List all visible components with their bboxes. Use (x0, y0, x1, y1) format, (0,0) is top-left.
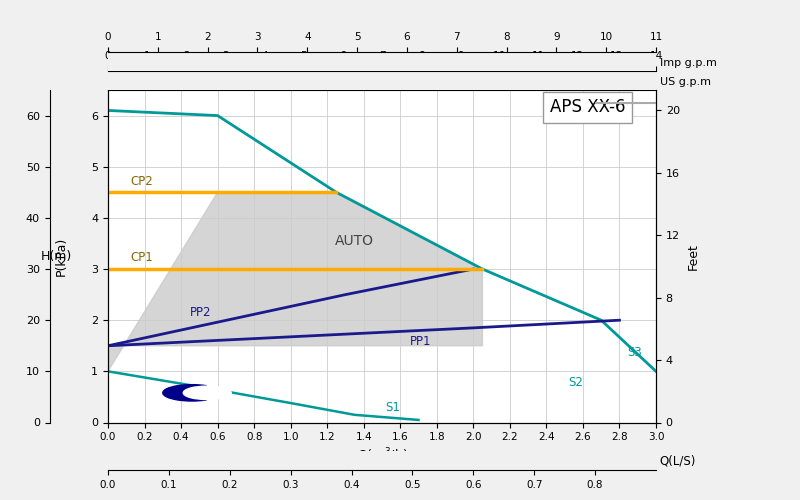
Text: AUTO: AUTO (335, 234, 374, 248)
Text: P(kPa): P(kPa) (55, 236, 68, 276)
Text: CP1: CP1 (130, 252, 153, 264)
Text: PP1: PP1 (410, 334, 431, 347)
Text: S3: S3 (626, 346, 642, 359)
Text: PP2: PP2 (190, 306, 212, 319)
Text: US g.p.m: US g.p.m (660, 77, 711, 87)
Text: Q(L/S): Q(L/S) (660, 454, 696, 467)
Polygon shape (108, 192, 482, 372)
Wedge shape (163, 384, 206, 401)
Text: S1: S1 (386, 401, 401, 414)
Y-axis label: Feet: Feet (686, 243, 700, 270)
Circle shape (183, 386, 231, 400)
Text: CP2: CP2 (130, 174, 153, 188)
Text: APS XX-6: APS XX-6 (550, 98, 626, 116)
Text: Imp g.p.m: Imp g.p.m (660, 58, 717, 68)
Text: S2: S2 (568, 376, 583, 388)
Text: H(m): H(m) (41, 250, 72, 262)
X-axis label: Q(m$^3$/h): Q(m$^3$/h) (357, 446, 407, 464)
